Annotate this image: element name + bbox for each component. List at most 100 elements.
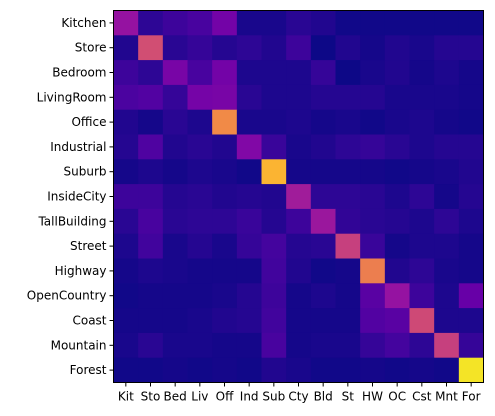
column-tick-label: Liv: [191, 390, 208, 404]
row-tick-label: Store: [75, 41, 107, 55]
heatmap-cell-7-1: [138, 184, 164, 210]
heatmap-cell-2-12: [409, 60, 435, 86]
row-tick-label: Mountain: [51, 338, 107, 352]
heatmap-cell-2-0: [113, 60, 139, 86]
heatmap-cell-12-12: [409, 308, 435, 334]
heatmap-cell-7-14: [458, 184, 484, 210]
axis-ticks: [109, 22, 472, 387]
heatmap-cell-4-9: [335, 109, 361, 135]
column-tick-label: Off: [216, 390, 234, 404]
column-tick-label: St: [342, 390, 355, 404]
heatmap-cell-11-8: [310, 283, 336, 309]
heatmap-cell-10-6: [261, 258, 287, 284]
heatmap-cell-10-1: [138, 258, 164, 284]
heatmap-cell-12-1: [138, 308, 164, 334]
heatmap-cell-12-2: [162, 308, 188, 334]
heatmap-cell-13-5: [236, 332, 262, 359]
heatmap-cell-2-10: [360, 60, 386, 86]
heatmap-cell-12-0: [113, 308, 139, 334]
heatmap-cell-11-12: [409, 283, 435, 309]
heatmap-cell-1-14: [458, 35, 484, 61]
heatmap-cell-11-7: [286, 283, 312, 309]
heatmap-cell-6-8: [310, 159, 336, 185]
heatmap-cell-10-3: [187, 258, 213, 284]
column-tick-label: Mnt: [435, 390, 458, 404]
heatmap-cell-2-8: [310, 60, 336, 86]
heatmap-cell-1-12: [409, 35, 435, 61]
column-tick-label: Kit: [118, 390, 134, 404]
heatmap-cell-10-7: [286, 258, 312, 284]
row-tick-label: Street: [70, 239, 107, 253]
heatmap-cell-6-12: [409, 159, 435, 185]
heatmap-cell-11-9: [335, 283, 361, 309]
heatmap-cell-9-9: [335, 233, 361, 259]
heatmap-cell-7-12: [409, 184, 435, 210]
heatmap-cell-1-10: [360, 35, 386, 61]
column-tick-label: HW: [362, 390, 383, 404]
heatmap-cell-13-1: [138, 332, 164, 359]
heatmap-cell-8-0: [113, 208, 139, 235]
heatmap-cell-9-3: [187, 233, 213, 259]
heatmap-cell-12-3: [187, 308, 213, 334]
heatmap-cell-4-7: [286, 109, 312, 135]
heatmap-cell-2-4: [212, 60, 238, 86]
heatmap-cell-4-10: [360, 109, 386, 135]
heatmap-cell-5-3: [187, 134, 213, 160]
heatmap-cell-5-0: [113, 134, 139, 160]
heatmap-cell-0-4: [212, 10, 238, 36]
row-tick-label: Industrial: [50, 140, 106, 154]
heatmap-cell-10-0: [113, 258, 139, 284]
heatmap-cell-2-9: [335, 60, 361, 86]
heatmap-cell-4-5: [236, 109, 262, 135]
heatmap-cell-2-3: [187, 60, 213, 86]
heatmap-cell-13-11: [384, 332, 410, 359]
heatmap-cell-8-2: [162, 208, 188, 235]
row-tick-labels: Kitchen Store Bedroom LivingRoom Office Indus…: [27, 16, 107, 377]
heatmap-cell-3-7: [286, 84, 312, 111]
heatmap-cell-2-5: [236, 60, 262, 86]
heatmap-cell-8-7: [286, 208, 312, 235]
heatmap-cell-1-1: [138, 35, 164, 61]
heatmap-cell-1-2: [162, 35, 188, 61]
heatmap-cell-8-5: [236, 208, 262, 235]
heatmap-cell-8-14: [458, 208, 484, 235]
heatmap-cell-13-3: [187, 332, 213, 359]
heatmap-cell-0-1: [138, 10, 164, 36]
heatmap-cell-5-4: [212, 134, 238, 160]
heatmap-cell-12-7: [286, 308, 312, 334]
heatmap-cell-14-6: [261, 357, 287, 383]
row-tick-label: Coast: [72, 314, 106, 328]
heatmap-cell-13-9: [335, 332, 361, 359]
heatmap-cell-8-6: [261, 208, 287, 235]
heatmap-cell-3-10: [360, 84, 386, 111]
column-tick-label: Sub: [262, 390, 285, 404]
heatmap-cell-8-9: [335, 208, 361, 235]
heatmap-cell-3-5: [236, 84, 262, 111]
heatmap-cell-6-5: [236, 159, 262, 185]
heatmap-cell-11-5: [236, 283, 262, 309]
heatmap-cell-4-14: [458, 109, 484, 135]
heatmap-cell-3-8: [310, 84, 336, 111]
heatmap-cell-6-6: [261, 159, 287, 185]
heatmap-cell-1-0: [113, 35, 139, 61]
heatmap-cell-12-5: [236, 308, 262, 334]
heatmap-cell-6-7: [286, 159, 312, 185]
heatmap-cell-3-2: [162, 84, 188, 111]
heatmap-cell-13-10: [360, 332, 386, 359]
heatmap-cell-4-12: [409, 109, 435, 135]
heatmap-cell-14-2: [162, 357, 188, 383]
heatmap-cell-14-10: [360, 357, 386, 383]
heatmap-cell-9-8: [310, 233, 336, 259]
heatmap-cell-3-12: [409, 84, 435, 111]
heatmap-cell-3-14: [458, 84, 484, 111]
row-tick-label: Highway: [55, 264, 107, 278]
heatmap-cell-0-7: [286, 10, 312, 36]
heatmap-cell-12-11: [384, 308, 410, 334]
heatmap-cell-12-14: [458, 308, 484, 334]
heatmap-cell-5-10: [360, 134, 386, 160]
heatmap-cell-11-4: [212, 283, 238, 309]
heatmap-cell-8-10: [360, 208, 386, 235]
row-tick-label: LivingRoom: [37, 90, 107, 104]
heatmap-cell-14-13: [434, 357, 460, 383]
